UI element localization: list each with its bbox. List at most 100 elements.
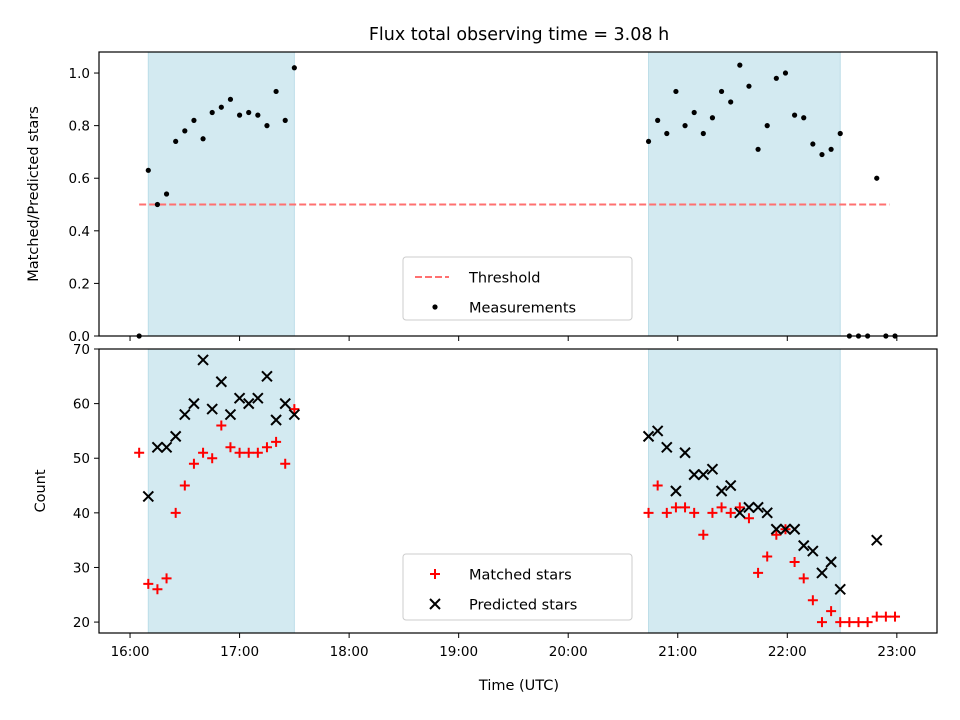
matched-star-point-44 [880,611,891,622]
matched-star-point-5 [179,480,190,491]
predicted-star-point-9 [224,408,237,421]
top-y-tick-label-4: 0.8 [69,119,90,135]
measurement-point-43 [874,175,880,181]
top-legend-marker-1 [432,304,438,310]
bottom-shaded-intervals [147,348,841,634]
bottom-x-axis-label: Time (UTC) [478,678,559,694]
measurement-point-13 [255,112,261,118]
measurement-point-17 [291,65,297,71]
bottom-y-tick-label-2: 40 [73,506,90,522]
measurement-point-11 [236,112,243,118]
measurement-point-10 [227,96,234,102]
predicted-star-point-10 [233,392,246,404]
top-y-tick-label-3: 0.6 [69,171,90,187]
matched-star-point-35 [798,573,809,584]
bottom-x-tick-label-7: 23:00 [877,644,916,660]
bottom-star-points [134,354,901,628]
bottom-legend-marker-1 [429,598,441,610]
bottom-panel: 16:00 17:00 18:00 19:00 20:00 21:00 22:00 23:00… [33,342,938,694]
predicted-star-point-1 [151,441,164,454]
predicted-star-point-11 [243,397,255,410]
predicted-star-point-8 [215,376,228,388]
top-shaded-intervals [147,51,841,337]
matched-star-point-18 [643,507,654,518]
matched-star-point-10 [225,442,236,453]
matched-star-point-9 [216,420,227,431]
predicted-star-point-29 [752,501,764,514]
measurement-point-31 [764,123,770,129]
predicted-star-point-22 [688,468,700,481]
top-y-tick-label-1: 0.2 [69,276,90,292]
measurement-point-37 [819,151,825,158]
matched-star-point-39 [835,617,846,628]
top-axes: 0.0 0.2 0.4 0.6 0.8 1.0 [69,51,938,345]
predicted-star-point-18 [651,425,664,437]
matched-star-point-17 [289,404,300,415]
measurement-point-0 [136,333,142,339]
matched-star-point-43 [871,611,882,622]
matched-star-point-19 [652,480,663,491]
matched-star-point-29 [743,513,754,524]
matched-star-point-41 [853,617,864,628]
top-measurement-points [136,62,898,339]
top-legend: Threshold Measurements [402,256,633,321]
predicted-star-point-15 [279,397,291,410]
matched-star-point-3 [161,573,172,584]
matched-star-point-25 [707,507,718,518]
predicted-star-point-27 [734,507,746,519]
matched-star-point-21 [670,502,681,513]
predicted-star-point-23 [697,468,710,481]
matched-star-point-16 [280,458,291,469]
measurement-point-34 [791,112,798,118]
measurement-point-4 [173,138,179,145]
top-shade-1 [648,51,841,337]
matched-star-point-14 [261,442,272,453]
measurement-point-14 [264,123,270,129]
predicted-star-point-26 [724,479,737,492]
measurement-point-38 [828,146,834,152]
measurement-point-32 [773,75,779,81]
measurement-point-26 [718,88,725,95]
measurement-point-20 [664,130,670,137]
predicted-star-point-30 [761,507,773,519]
top-panel: 0.0 0.2 0.4 0.6 0.8 1.0 Matched/Predicted sta… [26,51,938,345]
matched-star-point-12 [243,447,254,458]
matched-star-point-2 [152,584,163,595]
chart-title: Flux total observing time = 3.08 h [369,25,669,45]
predicted-star-point-21 [679,447,691,459]
measurement-point-35 [801,115,807,121]
matched-star-point-23 [689,507,700,518]
top-legend-box [402,256,633,321]
predicted-star-point-6 [197,354,209,366]
predicted-star-point-0 [142,490,155,503]
measurement-point-24 [700,130,706,137]
top-axes-frame [98,51,938,337]
predicted-star-point-28 [743,501,755,514]
matched-star-point-30 [753,567,764,578]
predicted-star-point-19 [661,441,673,454]
top-y-axis-label: Matched/Predicted stars [26,106,42,282]
predicted-star-point-4 [179,408,191,421]
measurement-point-30 [755,146,761,152]
matched-star-point-20 [661,507,672,518]
matched-star-point-22 [680,502,691,513]
bottom-axes: 16:00 17:00 18:00 19:00 20:00 21:00 22:00 23:00… [73,342,938,660]
predicted-star-point-5 [188,397,200,410]
measurement-point-18 [645,138,652,145]
bottom-legend-label-0: Matched stars [469,568,572,584]
predicted-star-point-24 [706,463,719,475]
predicted-star-point-12 [252,392,264,404]
predicted-star-point-7 [206,403,218,415]
top-legend-label-1: Measurements [469,301,576,317]
predicted-star-point-37 [825,556,837,568]
measurement-point-27 [728,99,734,105]
bottom-shade-0 [147,348,295,634]
matched-star-point-42 [862,617,873,628]
measurement-point-7 [200,136,206,142]
measurement-point-28 [737,62,743,68]
matched-star-point-7 [198,447,209,458]
measurement-point-44 [883,333,889,339]
measurement-point-33 [782,70,789,76]
bottom-x-tick-label-2: 18:00 [330,644,369,660]
matched-star-point-26 [716,502,727,513]
